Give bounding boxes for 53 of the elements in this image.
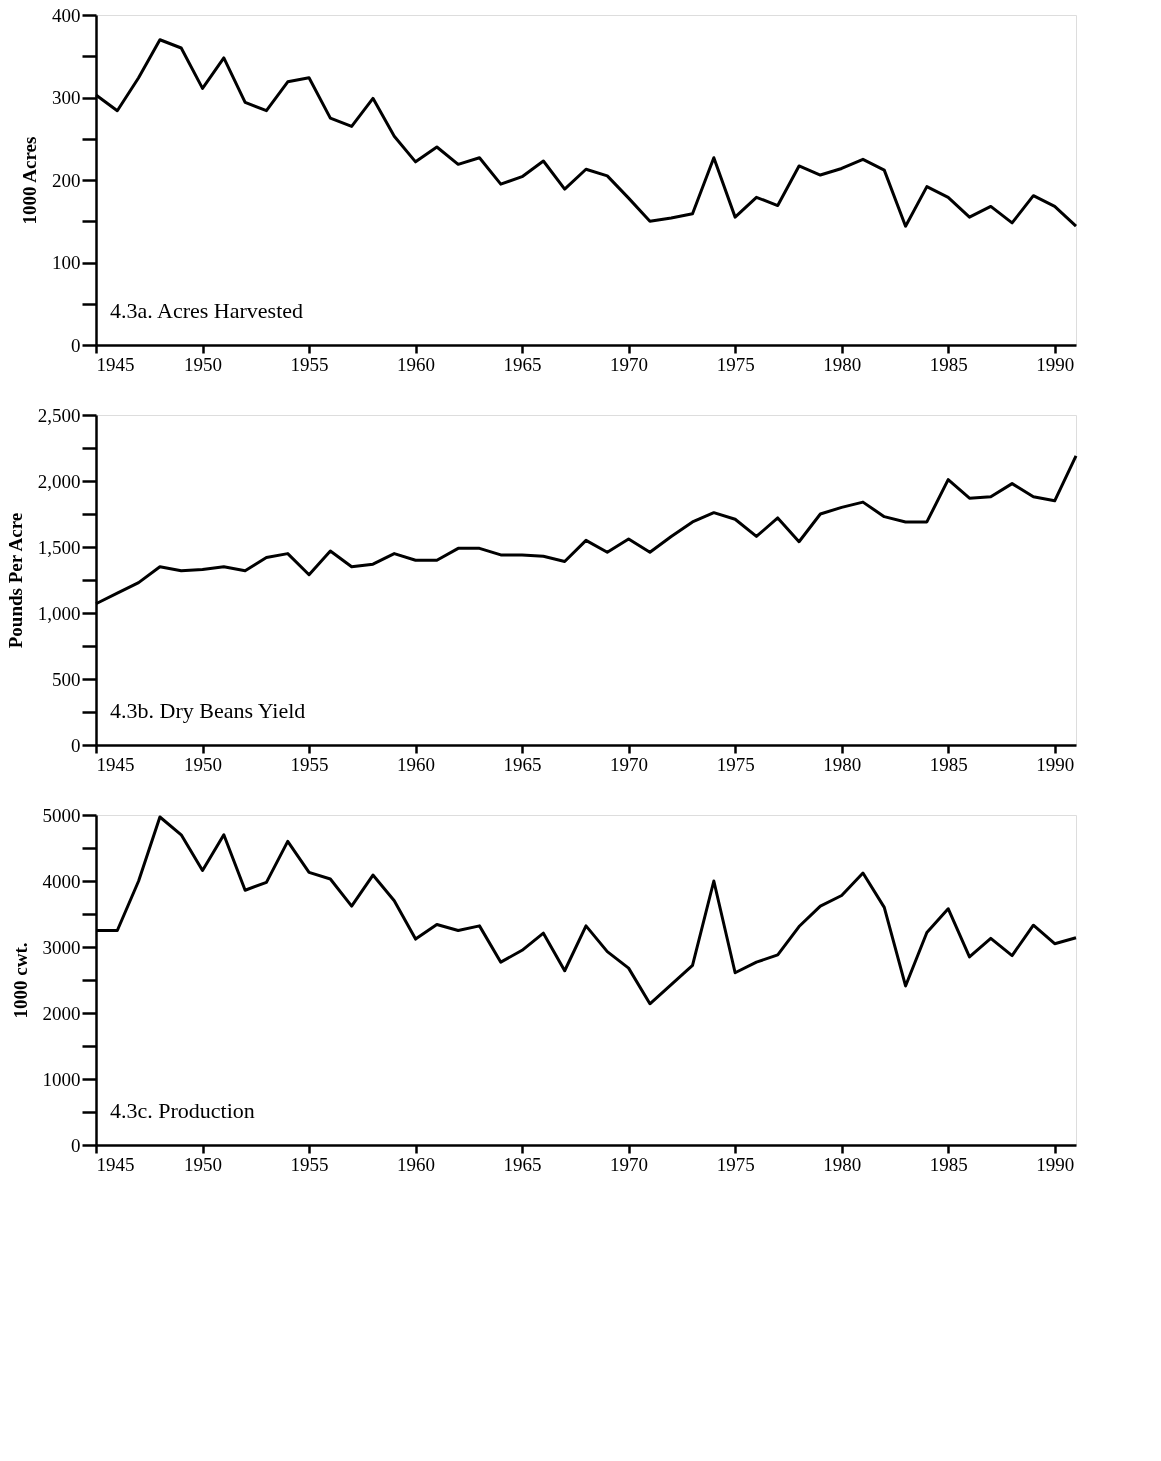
x-tick-label: 1980: [823, 353, 862, 375]
x-tick-label: 1970: [610, 753, 649, 775]
y-tick-label: 0: [71, 734, 81, 756]
y-axis-title: Pounds Per Acre: [4, 512, 26, 649]
y-tick-label: 3000: [42, 936, 81, 958]
x-tick-label: 1945: [96, 753, 135, 775]
y-tick-label: 1,500: [37, 536, 81, 558]
y-tick-label: 2,000: [37, 470, 81, 492]
text: 4.3a. Acres Harvested: [110, 298, 304, 323]
x-tick-label: 1970: [610, 353, 649, 375]
y-tick-label: 2000: [42, 1002, 81, 1024]
x-tick-label: 1955: [290, 753, 329, 775]
x-tick-label: 1965: [503, 753, 542, 775]
x-tick-label: 1950: [184, 1153, 223, 1175]
x-tick-label: 1980: [823, 1153, 862, 1175]
y-tick-label: 2,500: [37, 404, 81, 426]
x-tick-label: 1985: [929, 1153, 968, 1175]
y-tick-label: 1,000: [37, 602, 81, 624]
x-tick-label: 1960: [397, 1153, 436, 1175]
y-tick-label: 500: [52, 668, 81, 690]
x-tick-label: 1970: [610, 1153, 649, 1175]
y-axis-title: 1000 Acres: [19, 136, 40, 225]
y-tick-label: 0: [71, 334, 81, 356]
y-tick-label: 1000: [42, 1068, 81, 1090]
x-tick-label: 1990: [1036, 1153, 1075, 1175]
x-tick-label: 1975: [716, 1153, 755, 1175]
x-tick-label: 1960: [397, 753, 436, 775]
text: 4.3c. Production: [110, 1098, 255, 1123]
x-tick-label: 1975: [716, 353, 755, 375]
x-tick-label: 1985: [929, 353, 968, 375]
y-tick-label: 0: [71, 1134, 81, 1156]
x-tick-label: 1990: [1036, 353, 1075, 375]
x-tick-label: 1950: [184, 753, 223, 775]
y-tick-label: 5000: [42, 804, 81, 826]
y-tick-label: 200: [52, 169, 81, 191]
x-tick-label: 1945: [96, 353, 135, 375]
x-tick-label: 1980: [823, 753, 862, 775]
x-tick-label: 1960: [397, 353, 436, 375]
x-tick-label: 1975: [716, 753, 755, 775]
y-tick-label: 100: [52, 252, 81, 273]
x-tick-label: 1950: [184, 353, 223, 375]
x-tick-label: 1985: [929, 753, 968, 775]
x-tick-label: 1965: [503, 1153, 542, 1175]
x-tick-label: 1990: [1036, 753, 1075, 775]
x-tick-label: 1955: [290, 353, 329, 375]
x-tick-label: 1965: [503, 353, 542, 375]
text: 4.3b. Dry Beans Yield: [110, 698, 306, 723]
y-tick-label: 4000: [42, 870, 81, 892]
y-axis-title: 1000 cwt.: [9, 942, 31, 1019]
x-tick-label: 1955: [290, 1153, 329, 1175]
x-tick-label: 1945: [96, 1153, 135, 1175]
y-tick-label: 300: [52, 87, 81, 108]
y-tick-label: 400: [52, 4, 81, 26]
